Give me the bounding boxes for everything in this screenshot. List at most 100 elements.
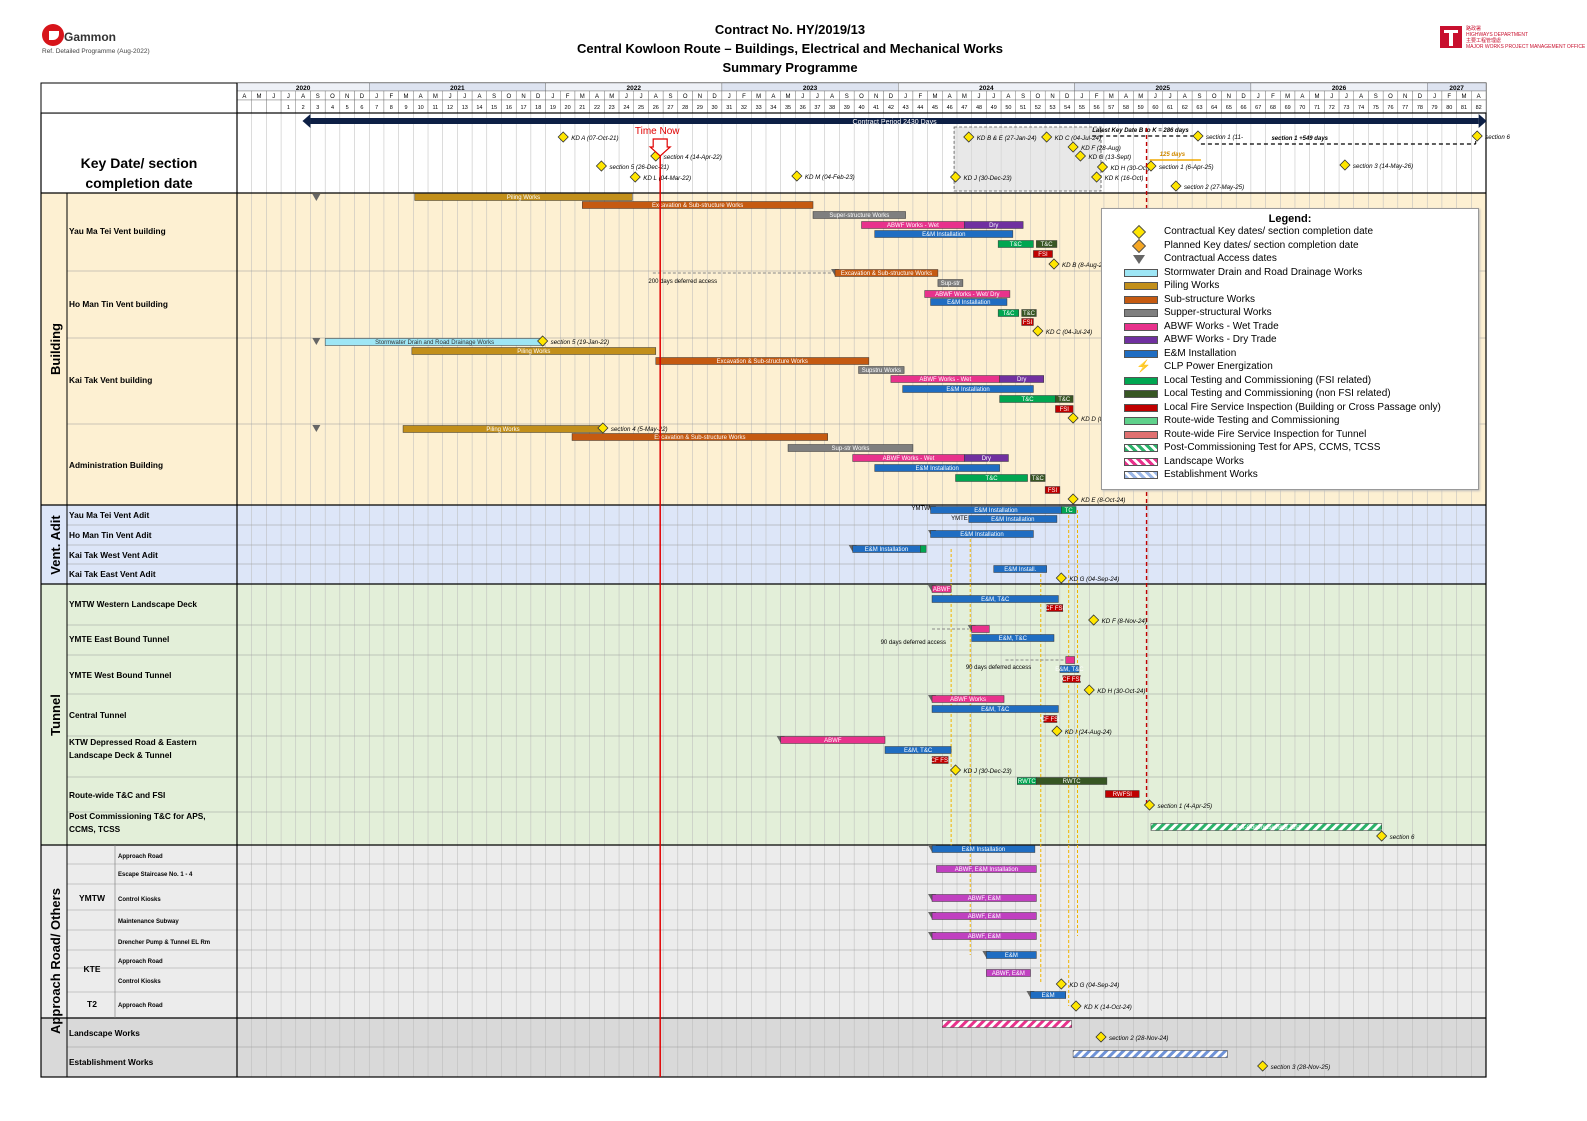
year-label: 2027 [1449,85,1464,92]
month-label: J [449,94,452,100]
month-number: 56 [1094,105,1100,111]
month-number: 21 [579,105,585,111]
activity-bar [931,695,1005,703]
milestone-label: KD L (04-Mar-22) [643,175,691,182]
month-number: 58 [1123,105,1129,111]
completion-milestone [1143,799,1156,811]
month-label: D [360,94,365,100]
milestone-label: KD J (30-Dec-23) [964,768,1012,775]
month-label: N [1227,94,1231,100]
activity-bar [1046,604,1064,612]
completion-milestone [537,335,549,347]
legend-item: Contractual Key dates/ section completio… [1102,224,1478,240]
month-label: J [375,94,378,100]
month-number: 42 [888,105,894,111]
activity-bar [780,736,886,744]
activity-label: E&M [1042,993,1055,999]
month-label: A [654,94,658,100]
activity-label: ABWF, E&M [968,896,1001,902]
month-number: 72 [1329,105,1335,111]
activity-bar [1055,405,1074,413]
month-label: M [932,94,937,100]
month-number: 51 [1020,105,1026,111]
activity-bar [884,746,952,754]
diamond-icon [1131,238,1147,253]
legend-label: Post-Commissioning Test for APS, CCMS, T… [1164,442,1381,453]
activity-bar [955,474,1028,482]
month-number-cell [236,99,252,114]
activity-label: E&M, T&C [1055,667,1084,673]
legend-item: Post-Commissioning Test for APS, CCMS, T… [1102,441,1478,455]
activity-label: E&M, T&C [981,707,1010,713]
row-label: Landscape Deck & Tunnel [69,750,172,760]
month-number: 47 [961,105,967,111]
activity-bar [1036,777,1108,785]
key-date-milestone [557,131,569,143]
month-number: 69 [1285,105,1291,111]
month-label: J [1433,94,1436,100]
milestone-label: KD K (14-Oct-24) [1084,1004,1132,1011]
legend-item: Sub-structure Works [1102,293,1478,307]
activity-bar [942,1020,1072,1028]
completion-milestone [1067,493,1079,505]
legend-swatch [1124,268,1158,277]
legend-label: Sub-structure Works [1164,293,1255,305]
row-label: Control Kiosks [118,979,161,985]
legend-swatch [1124,322,1158,331]
key-date-window [953,126,1102,192]
month-number: 5 [346,105,349,111]
month-label: M [1461,94,1466,100]
activity-label: T&C [1032,476,1045,482]
title-line-1: Contract No. HY/2019/13 [714,22,866,37]
completion-milestone [1257,1060,1269,1072]
activity-label: ABWF Works - Wet/ Dry [935,292,999,298]
activity-label: FSI [1038,252,1048,258]
month-label: F [566,94,570,100]
month-number: 65 [1226,105,1232,111]
month-label: F [918,94,922,100]
activity-bar [1021,318,1034,326]
milestone-label: section 1 (4-Apr-25) [1158,803,1213,810]
activity-bar [1036,240,1058,248]
activity-bar [930,298,1008,306]
legend-item: Local Fire Service Inspection (Building … [1102,401,1478,415]
month-number: 23 [609,105,615,111]
month-number: 62 [1182,105,1188,111]
row-label: Approach Road [118,1003,163,1009]
activity-bar [937,279,964,287]
month-number: 10 [418,105,424,111]
milestone-label: KD I (24-Aug-24) [1065,729,1112,736]
activity-bar [902,385,1034,393]
month-number: 77 [1402,105,1408,111]
key-date-milestone [1096,161,1109,173]
month-number: 80 [1446,105,1452,111]
row-label: Landscape Works [69,1028,140,1038]
legend-label: Route-wide Testing and Commissioning [1164,415,1340,426]
key-date-milestone [595,160,607,172]
note-label: 200 days deferred access [648,279,717,285]
month-number: 9 [404,105,407,111]
month-number: 15 [491,105,497,111]
time-now-label: Time Now [635,126,680,137]
activity-label: Post-Commissioning Test [1233,825,1301,831]
month-number: 63 [1196,105,1202,111]
legend: Legend: Contractual Key dates/ section c… [1101,208,1479,490]
legend-label: Contractual Key dates/ section completio… [1164,226,1374,237]
month-label: O [1035,94,1040,100]
month-number: 35 [785,105,791,111]
activity-label: E&M, T&C [981,597,1010,603]
month-label: A [1183,94,1187,100]
row-label: Kai Tak West Vent Adit [69,550,158,560]
activity-bar [968,515,1058,523]
legend-label: ABWF Works - Dry Trade [1164,334,1277,345]
month-label: J [1080,94,1083,100]
legend-item: Supper-structural Works [1102,306,1478,320]
activity-label: Excavation & Sub-structure Works [652,203,743,209]
activity-label: T&C [1041,242,1054,248]
row-label: Post Commissioning T&C for APS, [69,811,206,821]
key-date-heading: completion date [85,175,193,191]
month-label: S [492,94,496,100]
department-name: 路政署 HIGHWAYS DEPARTMENT 主要工程管理處 MAJOR WO… [1466,26,1586,50]
key-date-milestone [1339,159,1351,171]
